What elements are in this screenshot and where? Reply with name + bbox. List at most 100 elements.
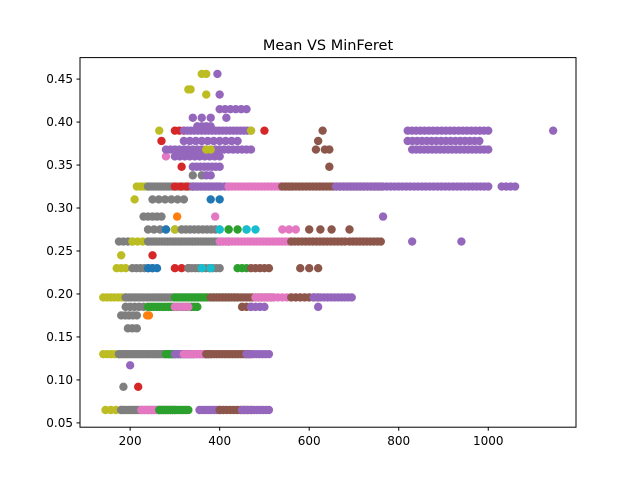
data-point xyxy=(179,195,189,204)
data-point xyxy=(215,162,224,171)
data-point xyxy=(378,212,388,221)
chart-title: Mean VS MinFeret xyxy=(263,38,394,54)
data-point xyxy=(155,225,165,234)
data-point xyxy=(185,136,195,146)
data-point xyxy=(202,69,211,79)
data-point xyxy=(148,251,157,260)
data-point xyxy=(176,182,186,191)
data-point xyxy=(215,90,224,99)
data-point xyxy=(206,171,215,180)
data-point xyxy=(206,122,215,131)
data-point xyxy=(246,145,256,154)
data-point xyxy=(327,225,336,234)
data-point xyxy=(260,126,269,135)
data-point xyxy=(313,263,323,273)
data-point xyxy=(186,85,195,94)
data-points xyxy=(99,69,558,415)
data-point xyxy=(264,405,274,415)
data-point xyxy=(206,145,215,154)
data-point xyxy=(260,302,269,312)
data-point xyxy=(206,195,215,204)
data-point xyxy=(264,263,274,273)
data-point xyxy=(209,136,218,146)
data-point xyxy=(125,361,135,370)
y-tick-label: 0.10 xyxy=(46,373,73,387)
data-point xyxy=(148,195,157,204)
y-tick-label: 0.25 xyxy=(46,244,73,258)
data-point xyxy=(170,225,180,234)
data-point xyxy=(182,182,192,191)
data-point xyxy=(116,251,126,260)
data-point xyxy=(215,263,224,273)
data-point xyxy=(325,145,334,154)
data-point xyxy=(233,225,242,234)
data-point xyxy=(133,382,143,391)
data-point xyxy=(347,293,356,302)
data-point xyxy=(197,136,206,146)
data-point xyxy=(457,237,466,246)
data-point xyxy=(170,182,180,191)
data-point xyxy=(177,263,186,273)
x-axis: 200 400 600 800 1000 xyxy=(119,427,504,448)
data-point xyxy=(246,126,256,135)
y-tick-label: 0.05 xyxy=(46,416,73,430)
data-point xyxy=(184,302,193,312)
data-point xyxy=(130,195,139,204)
data-point xyxy=(484,126,493,135)
data-point xyxy=(155,126,164,135)
data-point xyxy=(484,145,493,154)
data-point xyxy=(184,405,193,415)
y-tick-label: 0.15 xyxy=(46,330,73,344)
data-point xyxy=(222,113,231,122)
data-point xyxy=(191,136,200,146)
data-point xyxy=(144,311,154,320)
data-point xyxy=(318,126,327,135)
data-point xyxy=(325,162,334,171)
y-tick-label: 0.30 xyxy=(46,201,73,215)
data-point xyxy=(215,152,224,161)
y-tick-label: 0.45 xyxy=(46,72,73,86)
data-point xyxy=(233,136,242,146)
y-axis: 0.05 0.10 0.15 0.20 0.25 0.30 0.35 0.40 0.45 xyxy=(46,72,80,430)
data-point xyxy=(548,126,558,135)
data-point xyxy=(313,302,323,312)
data-point xyxy=(172,212,182,221)
data-point xyxy=(407,237,417,246)
data-point xyxy=(154,195,163,204)
data-point xyxy=(345,225,354,234)
data-point xyxy=(161,225,171,234)
data-point xyxy=(224,225,233,234)
data-point xyxy=(197,263,206,273)
data-point xyxy=(197,113,206,122)
data-point xyxy=(251,225,260,234)
x-tick-label: 400 xyxy=(208,434,231,448)
x-tick-label: 600 xyxy=(298,434,321,448)
data-point xyxy=(160,195,170,204)
data-point xyxy=(278,225,287,234)
data-point xyxy=(143,225,153,234)
x-tick-label: 1000 xyxy=(473,434,504,448)
data-point xyxy=(177,162,186,171)
data-point xyxy=(193,302,202,312)
data-point xyxy=(161,152,171,161)
data-point xyxy=(179,136,189,146)
plot-frame xyxy=(79,57,577,428)
y-tick-label: 0.40 xyxy=(46,115,73,129)
data-point xyxy=(213,69,222,79)
data-point xyxy=(316,225,325,234)
data-point xyxy=(215,225,224,234)
x-tick-label: 200 xyxy=(119,434,142,448)
data-point xyxy=(227,136,236,146)
data-point xyxy=(305,225,314,234)
data-point xyxy=(313,136,323,146)
data-point xyxy=(121,263,130,273)
data-point xyxy=(188,171,198,180)
data-point xyxy=(284,225,294,234)
data-point xyxy=(210,212,220,221)
data-point xyxy=(149,225,159,234)
data-point xyxy=(188,113,198,122)
data-point xyxy=(132,324,142,333)
data-point xyxy=(484,182,493,191)
data-point xyxy=(264,349,274,359)
